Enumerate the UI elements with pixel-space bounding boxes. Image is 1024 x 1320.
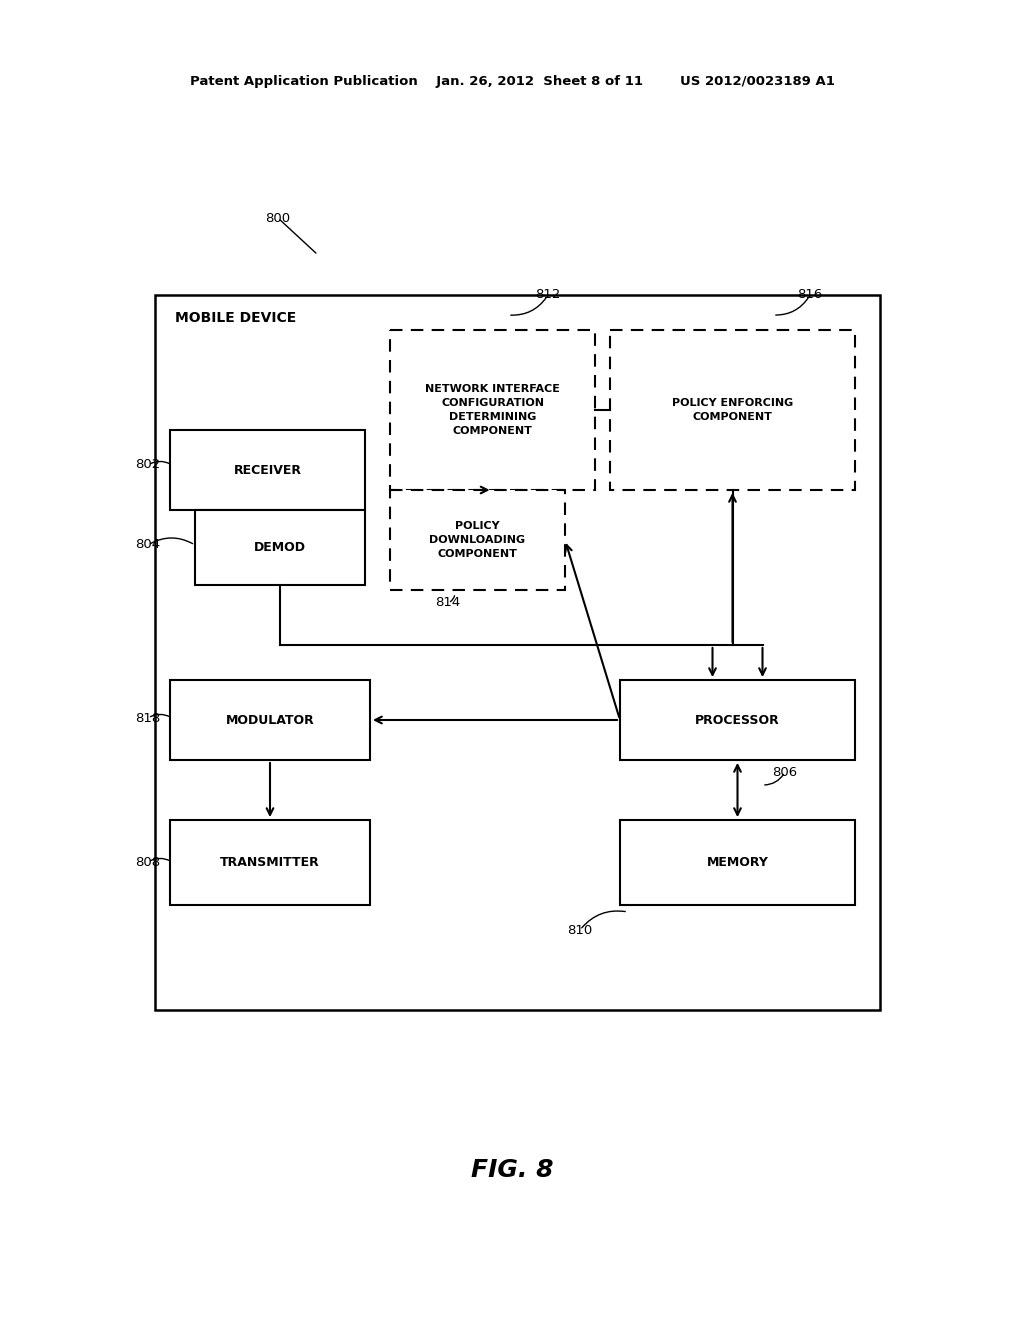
Bar [620,680,855,760]
Text: Patent Application Publication    Jan. 26, 2012  Sheet 8 of 11        US 2012/00: Patent Application Publication Jan. 26, … [189,75,835,88]
Text: PROCESSOR: PROCESSOR [695,714,780,726]
Text: TRANSMITTER: TRANSMITTER [220,855,319,869]
Bar [610,330,855,490]
Text: POLICY
DOWNLOADING
COMPONENT: POLICY DOWNLOADING COMPONENT [429,521,525,558]
Text: 810: 810 [567,924,593,936]
Text: RECEIVER: RECEIVER [233,463,301,477]
Text: MODULATOR: MODULATOR [225,714,314,726]
Text: 812: 812 [536,289,561,301]
Bar [390,490,565,590]
Text: 802: 802 [135,458,161,471]
Text: 818: 818 [135,711,161,725]
Text: 804: 804 [135,539,161,552]
Bar [170,430,365,510]
Text: 800: 800 [265,211,291,224]
Text: 816: 816 [798,289,822,301]
Text: DEMOD: DEMOD [254,541,306,554]
Bar [170,680,370,760]
Bar [390,330,595,490]
Bar [170,820,370,906]
Text: POLICY ENFORCING
COMPONENT: POLICY ENFORCING COMPONENT [672,399,794,422]
Text: 808: 808 [135,855,161,869]
Bar [195,510,365,585]
Text: FIG. 8: FIG. 8 [471,1158,553,1181]
Bar [620,820,855,906]
Text: 814: 814 [435,597,461,610]
Text: 806: 806 [772,766,798,779]
Text: NETWORK INTERFACE
CONFIGURATION
DETERMINING
COMPONENT: NETWORK INTERFACE CONFIGURATION DETERMIN… [425,384,560,436]
Text: MEMORY: MEMORY [707,855,768,869]
Bar [155,294,880,1010]
Text: MOBILE DEVICE: MOBILE DEVICE [175,312,296,325]
